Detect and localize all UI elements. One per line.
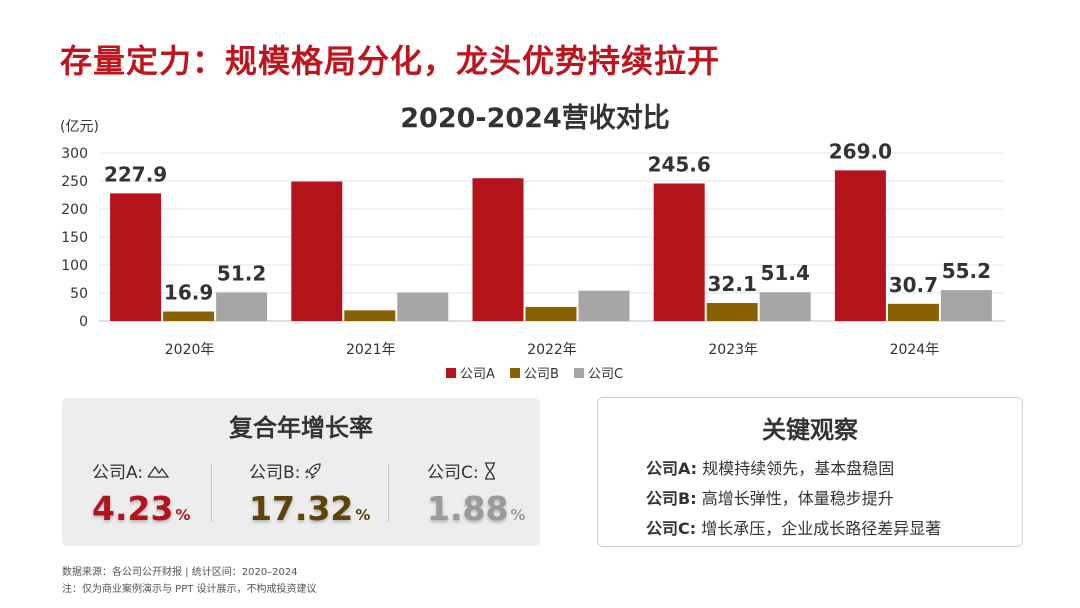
y-tick-label: 200 bbox=[61, 202, 88, 218]
bar-公司B-2023年 bbox=[706, 303, 758, 321]
x-tick-label: 2022年 bbox=[527, 342, 577, 358]
data-label: 227.9 bbox=[104, 162, 167, 186]
bar-公司C-2023年 bbox=[759, 292, 811, 321]
x-tick-label: 2024年 bbox=[890, 342, 940, 358]
observation-key: 公司C: bbox=[646, 519, 697, 538]
cagr-unit-company-b: % bbox=[355, 506, 371, 524]
observation-text: 增长承压，企业成长路径差异显著 bbox=[701, 519, 942, 538]
disclaimer-note: 注：仅为商业案例演示与 PPT 设计展示，不构成投资建议 bbox=[62, 584, 317, 595]
legend-label: 公司A bbox=[460, 367, 495, 382]
cagr-label-company-c: 公司C: bbox=[427, 463, 479, 483]
y-tick-label: 100 bbox=[61, 258, 88, 274]
observation-item: 公司A: 规模持续领先，基本盘稳固 bbox=[646, 455, 894, 479]
data-label: 51.2 bbox=[217, 261, 266, 285]
y-axis-unit-label: (亿元) bbox=[60, 119, 99, 135]
legend-label: 公司B bbox=[524, 367, 559, 382]
observation-item: 公司B: 高增长弹性，体量稳步提升 bbox=[646, 485, 894, 509]
data-label: 269.0 bbox=[829, 139, 892, 163]
legend-swatch bbox=[446, 368, 456, 378]
data-label: 245.6 bbox=[648, 152, 711, 176]
hourglass-icon bbox=[484, 461, 495, 480]
cagr-label-company-b: 公司B: bbox=[249, 463, 301, 483]
page-title: 存量定力：规模格局分化，龙头优势持续拉开 bbox=[60, 42, 721, 80]
bar-公司A-2020年 bbox=[110, 193, 162, 321]
y-tick-label: 250 bbox=[61, 174, 88, 190]
data-label: 16.9 bbox=[164, 281, 213, 305]
cagr-value-company-c: 1.88 bbox=[427, 489, 509, 528]
observation-text: 高增长弹性，体量稳步提升 bbox=[701, 489, 894, 508]
observation-text: 规模持续领先，基本盘稳固 bbox=[702, 459, 895, 478]
cagr-divider bbox=[388, 464, 389, 522]
x-tick-label: 2023年 bbox=[708, 342, 758, 358]
data-source-note: 数据来源：各公司公开财报 | 统计区间：2020–2024 bbox=[62, 567, 298, 578]
revenue-bar-chart: 2020-2024营收对比 (亿元) 0 50 100 150 200 250 300 202… bbox=[60, 103, 1005, 382]
cagr-value-company-a: 4.23 bbox=[92, 489, 174, 528]
bar-公司B-2024年 bbox=[887, 303, 939, 321]
chart-title: 2020-2024营收对比 bbox=[400, 103, 670, 134]
legend-swatch bbox=[574, 368, 584, 378]
rocket-icon bbox=[305, 462, 322, 479]
bar-公司A-2022年 bbox=[472, 178, 524, 321]
mountain-icon bbox=[147, 465, 170, 478]
bar-公司B-2022年 bbox=[525, 307, 577, 321]
key-observations-panel: 关键观察 公司A: 规模持续领先，基本盘稳固 公司B: 高增长弹性，体量稳步提升… bbox=[597, 397, 1023, 547]
bar-公司C-2024年 bbox=[940, 290, 992, 321]
y-tick-label: 0 bbox=[79, 314, 88, 330]
bar-公司B-2021年 bbox=[344, 310, 396, 321]
data-label: 51.4 bbox=[761, 261, 810, 285]
legend-swatch bbox=[510, 368, 520, 378]
cagr-value-company-b: 17.32 bbox=[249, 489, 354, 528]
bar-公司C-2020年 bbox=[216, 292, 268, 321]
cagr-divider bbox=[211, 464, 212, 522]
bar-公司A-2021年 bbox=[291, 181, 343, 321]
y-tick-label: 150 bbox=[61, 230, 88, 246]
x-tick-label: 2021年 bbox=[346, 342, 396, 358]
bar-公司A-2023年 bbox=[653, 183, 705, 321]
data-label: 55.2 bbox=[942, 259, 991, 283]
observations-title: 关键观察 bbox=[762, 416, 858, 444]
data-label: 32.1 bbox=[708, 272, 757, 296]
cagr-item-company-a: 公司A: 4.23% bbox=[92, 458, 242, 528]
bar-公司C-2022年 bbox=[578, 290, 630, 321]
data-label: 30.7 bbox=[889, 273, 938, 297]
bar-公司C-2021年 bbox=[397, 292, 449, 321]
observation-key: 公司A: bbox=[646, 459, 698, 478]
cagr-title: 复合年增长率 bbox=[229, 414, 373, 442]
x-tick-label: 2020年 bbox=[165, 342, 215, 358]
cagr-label-company-a: 公司A: bbox=[92, 463, 144, 483]
y-tick-label: 300 bbox=[61, 146, 88, 162]
cagr-unit-company-c: % bbox=[510, 506, 526, 524]
bar-公司A-2024年 bbox=[834, 170, 886, 321]
cagr-panel: 复合年增长率 公司A: 4.23% 公司B: 17.32% bbox=[62, 398, 540, 546]
cagr-item-company-c: 公司C: 1.88% bbox=[427, 458, 577, 528]
cagr-item-company-b: 公司B: 17.32% bbox=[249, 458, 399, 528]
bar-公司B-2020年 bbox=[163, 311, 215, 321]
cagr-unit-company-a: % bbox=[175, 506, 191, 524]
legend-label: 公司C bbox=[588, 367, 623, 382]
observation-item: 公司C: 增长承压，企业成长路径差异显著 bbox=[646, 515, 941, 539]
observation-key: 公司B: bbox=[646, 489, 697, 508]
y-tick-label: 50 bbox=[70, 286, 88, 302]
